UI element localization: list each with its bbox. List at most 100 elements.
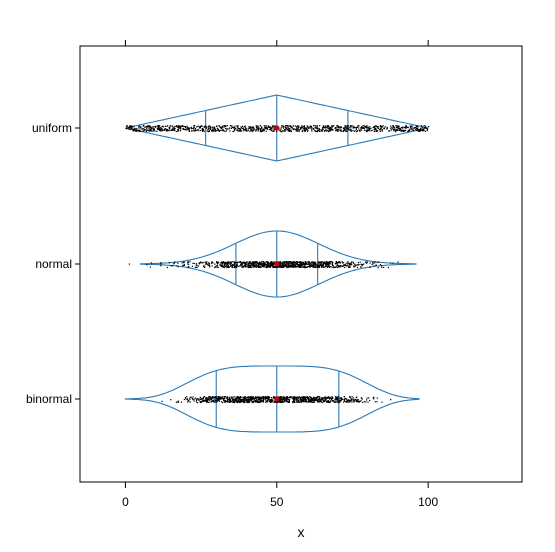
points-binormal (161, 396, 392, 404)
data-point (210, 127, 212, 129)
data-point (395, 126, 397, 129)
data-point (265, 128, 267, 130)
data-point (180, 401, 182, 403)
data-point (260, 131, 262, 133)
data-point (395, 125, 397, 127)
data-point (353, 266, 355, 268)
data-point (292, 125, 294, 127)
data-point (403, 130, 405, 132)
data-point (328, 266, 331, 268)
data-point (296, 399, 298, 401)
data-point (386, 127, 388, 129)
data-point (331, 127, 333, 129)
data-point (252, 261, 254, 264)
data-point (251, 398, 253, 400)
data-point (352, 397, 354, 399)
data-point (253, 400, 255, 402)
data-point (258, 128, 260, 130)
data-point (381, 125, 383, 127)
data-point (259, 398, 261, 400)
data-point (345, 398, 347, 400)
data-point (247, 129, 249, 132)
data-point (129, 126, 131, 128)
data-point (134, 130, 136, 132)
data-point (188, 129, 190, 131)
data-point (305, 266, 307, 268)
data-point (229, 400, 231, 402)
data-point (245, 263, 248, 265)
data-point (365, 126, 367, 128)
data-point (297, 261, 299, 263)
data-point (285, 266, 288, 268)
data-point (307, 126, 309, 128)
data-point (325, 399, 327, 401)
data-point (348, 399, 350, 401)
data-point (339, 262, 341, 264)
data-point (348, 128, 350, 130)
data-point (204, 266, 206, 268)
data-point (299, 263, 301, 265)
data-point (317, 263, 319, 266)
data-point (364, 129, 366, 131)
data-point (373, 265, 375, 267)
data-point (148, 130, 151, 132)
data-point (216, 263, 218, 265)
data-point (417, 128, 419, 130)
data-point (330, 129, 332, 131)
data-point (222, 130, 224, 132)
data-point (198, 399, 200, 401)
data-point (356, 130, 358, 132)
data-point (228, 396, 231, 398)
data-point (254, 400, 256, 402)
data-point (253, 264, 255, 266)
data-point (250, 127, 252, 129)
data-point (328, 265, 330, 267)
data-point (351, 401, 353, 403)
data-point (249, 400, 251, 402)
data-point (201, 125, 203, 127)
data-point (199, 127, 201, 129)
data-point (257, 401, 259, 403)
data-point (378, 129, 380, 131)
data-point (250, 263, 252, 265)
data-point (241, 130, 243, 132)
data-point (334, 128, 336, 130)
data-point (319, 397, 321, 399)
data-point (184, 397, 187, 399)
data-point (217, 261, 219, 263)
data-point (303, 126, 305, 128)
data-point (381, 130, 383, 132)
data-point (286, 262, 288, 264)
data-point (161, 125, 163, 128)
data-point (177, 125, 179, 128)
data-point (125, 127, 127, 129)
data-point (160, 130, 162, 132)
data-point (265, 396, 267, 398)
data-point (284, 264, 286, 266)
data-point (234, 264, 236, 266)
data-point (179, 126, 181, 128)
data-point (215, 400, 217, 402)
data-point (233, 400, 235, 402)
data-point (392, 125, 394, 127)
data-point (327, 400, 329, 402)
data-point (205, 126, 207, 128)
data-point (332, 265, 334, 267)
data-point (354, 264, 356, 266)
data-point (179, 130, 182, 132)
data-point (329, 263, 331, 265)
data-point (319, 263, 321, 265)
data-point (349, 266, 351, 268)
data-point (352, 126, 354, 128)
data-point (301, 399, 304, 401)
data-point (378, 261, 380, 263)
data-point (274, 261, 276, 263)
data-point (251, 396, 253, 399)
data-point (254, 265, 256, 267)
data-point (311, 262, 313, 264)
data-point (366, 262, 368, 264)
data-point (228, 128, 230, 130)
data-point (254, 262, 256, 265)
data-point (410, 126, 412, 128)
data-point (300, 401, 302, 403)
